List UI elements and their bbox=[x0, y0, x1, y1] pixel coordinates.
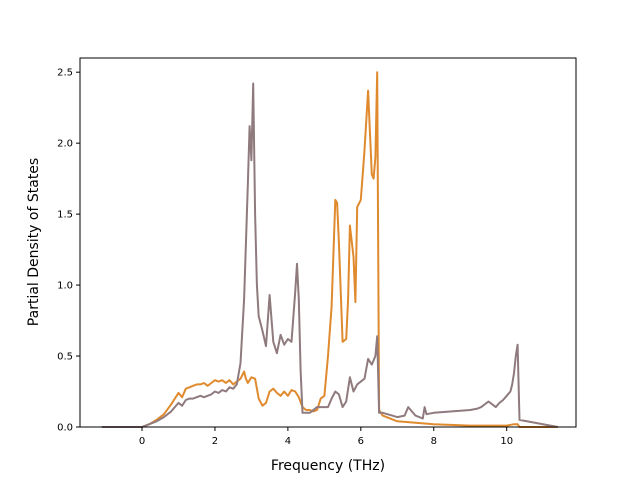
x-tick-label: 6 bbox=[358, 436, 364, 447]
x-tick-label: 0 bbox=[139, 436, 145, 447]
y-axis-label: Partial Density of States bbox=[26, 158, 42, 326]
x-tick-label: 2 bbox=[212, 436, 218, 447]
x-tick-label: 10 bbox=[500, 436, 513, 447]
y-tick-label: 2.5 bbox=[57, 68, 73, 79]
x-tick-label: 4 bbox=[285, 436, 291, 447]
y-ticks: 0.0 0.5 1.0 1.5 2.0 2.5 bbox=[57, 68, 80, 434]
y-tick-label: 0.0 bbox=[57, 423, 73, 434]
series-line-2 bbox=[101, 82, 558, 428]
x-tick-label: 8 bbox=[431, 436, 437, 447]
x-axis-label: Frequency (THz) bbox=[271, 458, 385, 474]
series-layer bbox=[101, 71, 558, 428]
y-tick-label: 1.0 bbox=[57, 281, 73, 292]
y-tick-label: 2.0 bbox=[57, 139, 73, 150]
y-tick-label: 1.5 bbox=[57, 210, 73, 221]
x-ticks: 0 2 4 6 8 10 bbox=[139, 427, 513, 447]
y-tick-label: 0.5 bbox=[57, 352, 73, 363]
plot-frame bbox=[79, 57, 577, 428]
series-line-1 bbox=[101, 71, 558, 428]
